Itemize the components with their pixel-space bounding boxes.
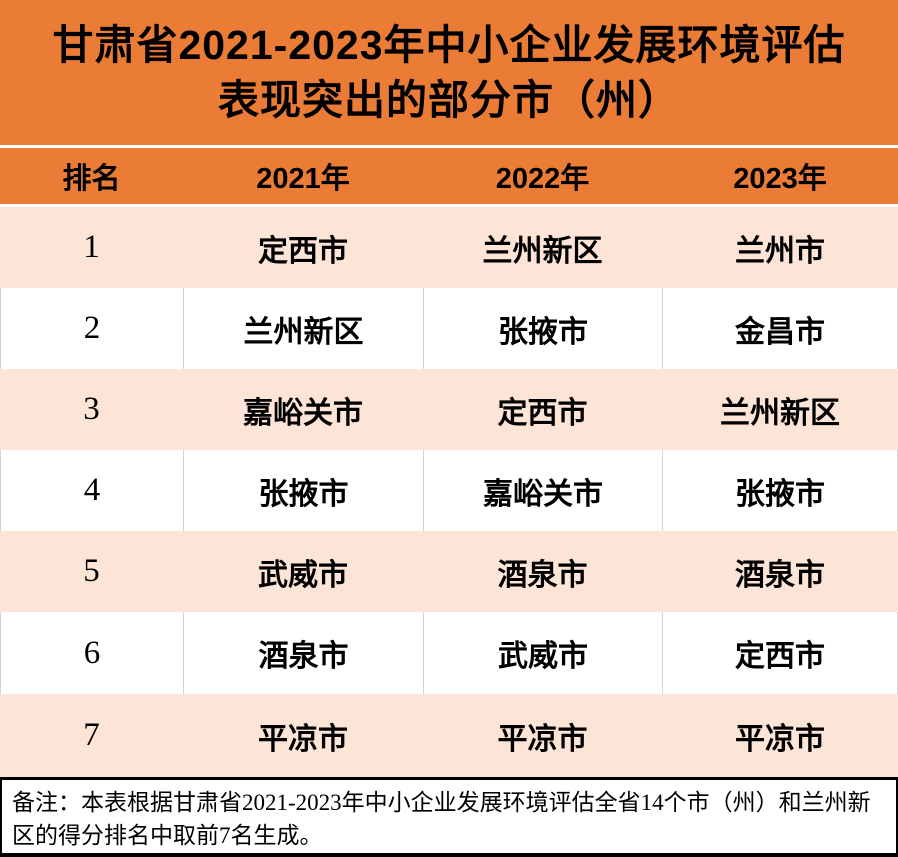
city-cell-2022: 张掖市 (423, 288, 662, 369)
city-cell-2021: 定西市 (258, 234, 348, 268)
city-cell-2021: 酒泉市 (183, 612, 423, 694)
rank-cell: 6 (0, 612, 183, 694)
city-cell-2023: 兰州新区 (720, 396, 840, 430)
city-cell-2023: 兰州市 (735, 234, 825, 268)
rank-cell: 1 (83, 229, 100, 265)
table-row: 5 武威市 酒泉市 酒泉市 (0, 531, 898, 612)
rank-cell: 7 (83, 717, 100, 753)
city-cell-2023: 酒泉市 (735, 558, 825, 592)
table-row: 7 平凉市 平凉市 平凉市 (0, 694, 898, 777)
city-cell-2022: 兰州新区 (482, 234, 603, 268)
table-row: 6 酒泉市 武威市 定西市 (0, 612, 898, 694)
header-cell-2021: 2021年 (256, 163, 350, 195)
header-cell-rank: 排名 (62, 163, 121, 195)
city-cell-2022: 武威市 (423, 612, 662, 694)
city-cell-2023: 金昌市 (662, 288, 898, 369)
city-cell-2021: 嘉峪关市 (243, 396, 363, 430)
page-title: 甘肃省2021-2023年中小企业发展环境评估 表现突出的部分市（州） (0, 0, 898, 145)
rank-cell: 2 (0, 288, 183, 369)
city-cell-2022: 平凉市 (497, 722, 588, 756)
rank-cell: 4 (0, 450, 183, 531)
page-title-line-1: 甘肃省2021-2023年中小企业发展环境评估 (52, 22, 846, 69)
city-cell-2023: 张掖市 (662, 450, 898, 531)
divider (0, 204, 898, 207)
city-cell-2023: 平凉市 (735, 722, 825, 756)
city-cell-2021: 兰州新区 (183, 288, 423, 369)
table-row: 4 张掖市 嘉峪关市 张掖市 (0, 450, 898, 531)
city-cell-2021: 武威市 (258, 558, 348, 592)
city-cell-2022: 定西市 (497, 396, 588, 430)
table-header-row: 排名 2021年 2022年 2023年 (0, 148, 898, 204)
footnote: 备注：本表根据甘肃省2021-2023年中小企业发展环境评估全省14个市（州）和… (0, 777, 898, 857)
table-row: 3 嘉峪关市 定西市 兰州新区 (0, 369, 898, 450)
city-cell-2023: 定西市 (662, 612, 898, 694)
city-cell-2022: 酒泉市 (497, 558, 588, 592)
city-cell-2021: 张掖市 (183, 450, 423, 531)
city-cell-2021: 平凉市 (258, 722, 348, 756)
divider (0, 145, 898, 148)
header-cell-2023: 2023年 (733, 163, 827, 195)
table-row: 1 定西市 兰州新区 兰州市 (0, 207, 898, 288)
header-cell-2022: 2022年 (495, 163, 590, 195)
page-title-line-2: 表现突出的部分市（州） (218, 76, 680, 123)
table-row: 2 兰州新区 张掖市 金昌市 (0, 288, 898, 369)
city-cell-2022: 嘉峪关市 (423, 450, 662, 531)
rank-cell: 3 (83, 391, 100, 427)
rank-cell: 5 (83, 553, 100, 589)
